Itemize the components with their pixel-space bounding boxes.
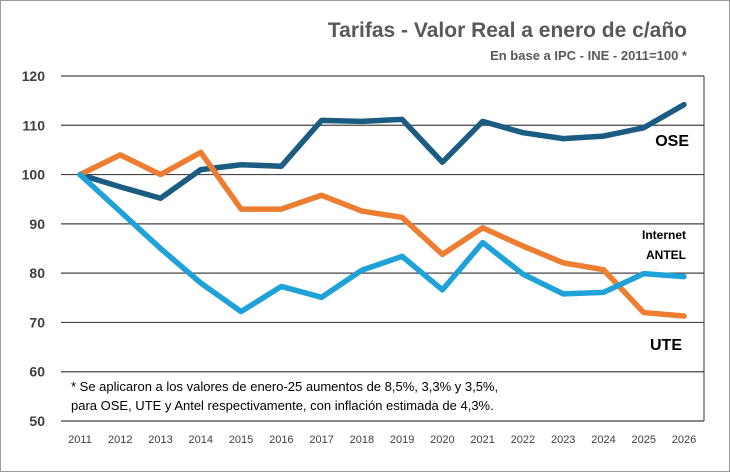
x-tick-label: 2018 <box>350 434 374 446</box>
y-tick-label: 120 <box>22 68 46 84</box>
x-tick-label: 2024 <box>591 434 615 446</box>
x-tick-label: 2016 <box>269 434 293 446</box>
x-tick-label: 2012 <box>108 434 132 446</box>
series-line-0 <box>77 101 687 201</box>
series-line-2 <box>77 171 687 315</box>
x-tick-label: 2013 <box>148 434 172 446</box>
chart-subtitle: En base a IPC - INE - 2011=100 * <box>490 48 687 63</box>
label-ose: OSE <box>655 133 689 150</box>
y-tick-label: 80 <box>29 265 45 281</box>
y-tick-label: 100 <box>22 167 46 183</box>
label-antel-1: Internet <box>642 228 686 242</box>
y-tick-label: 110 <box>22 117 45 133</box>
footnote: * Se aplicaron a los valores de enero-25… <box>71 377 499 415</box>
x-tick-label: 2017 <box>309 434 333 446</box>
y-tick-label: 90 <box>29 216 45 232</box>
x-tick-label: 2025 <box>631 434 655 446</box>
x-tick-label: 2023 <box>551 434 575 446</box>
x-tick-label: 2015 <box>229 434 253 446</box>
y-tick-label: 50 <box>29 413 45 429</box>
label-antel-2: ANTEL <box>646 248 686 262</box>
footnote-line-1: * Se aplicaron a los valores de enero-25… <box>71 379 499 394</box>
x-tick-label: 2019 <box>390 434 414 446</box>
chart-title: Tarifas - Valor Real a enero de c/año <box>327 19 687 42</box>
y-tick-label: 70 <box>29 314 45 330</box>
x-tick-label: 2011 <box>68 434 92 446</box>
series-line-1 <box>77 149 687 319</box>
footnote-line-2: para OSE, UTE y Antel respectivamente, c… <box>71 398 494 413</box>
label-ute: UTE <box>650 337 682 354</box>
y-tick-label: 60 <box>29 364 45 380</box>
x-tick-label: 2014 <box>189 434 213 446</box>
x-tick-label: 2020 <box>430 434 454 446</box>
x-tick-label: 2021 <box>470 434 494 446</box>
x-tick-label: 2026 <box>672 434 696 446</box>
x-tick-label: 2022 <box>511 434 535 446</box>
